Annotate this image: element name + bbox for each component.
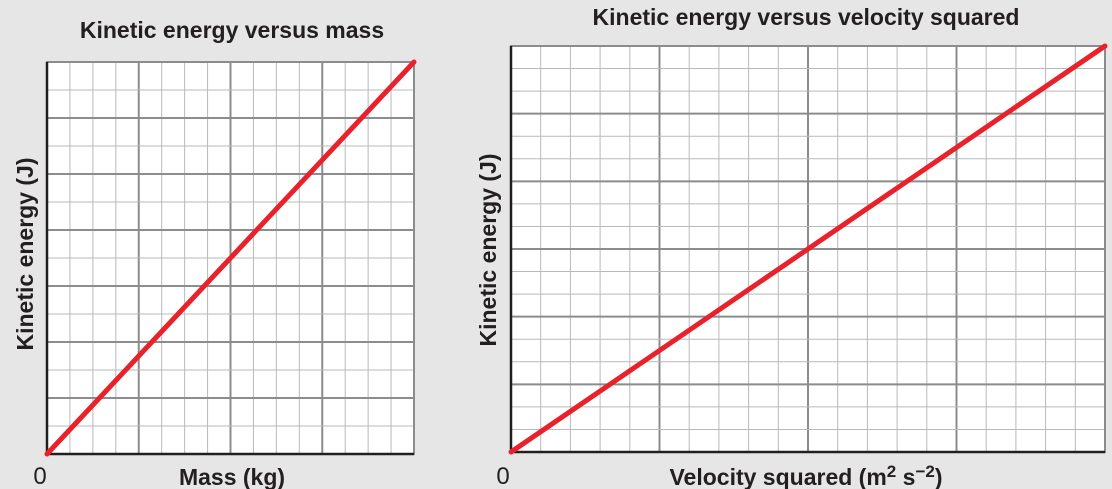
y-axis-label: Kinetic energy (J) — [12, 158, 38, 351]
chart-kinetic-energy-vs-velocity-squared: Kinetic energy versus velocity squared 0… — [475, 4, 1108, 489]
origin-label: 0 — [496, 463, 509, 489]
series-line — [508, 43, 1108, 455]
x-axis-label-exponent: 2 — [887, 462, 896, 481]
x-axis-label-unit: s — [896, 464, 915, 489]
x-axis-label-close: ) — [935, 464, 943, 489]
x-axis-label-main: Velocity squared (m — [669, 464, 886, 489]
chart-title: Kinetic energy versus mass — [80, 17, 384, 43]
x-axis-label: Velocity squared (m2 s−2) — [669, 462, 942, 489]
chart-kinetic-energy-vs-mass: Kinetic energy versus mass 0 Mass (kg) K… — [12, 17, 417, 489]
series-line — [44, 59, 417, 457]
x-axis-label: Mass (kg) — [179, 464, 285, 489]
y-axis-label: Kinetic energy (J) — [475, 154, 501, 347]
origin-label: 0 — [33, 463, 46, 489]
x-axis-label-exponent: −2 — [915, 462, 934, 481]
chart-title: Kinetic energy versus velocity squared — [593, 4, 1020, 30]
